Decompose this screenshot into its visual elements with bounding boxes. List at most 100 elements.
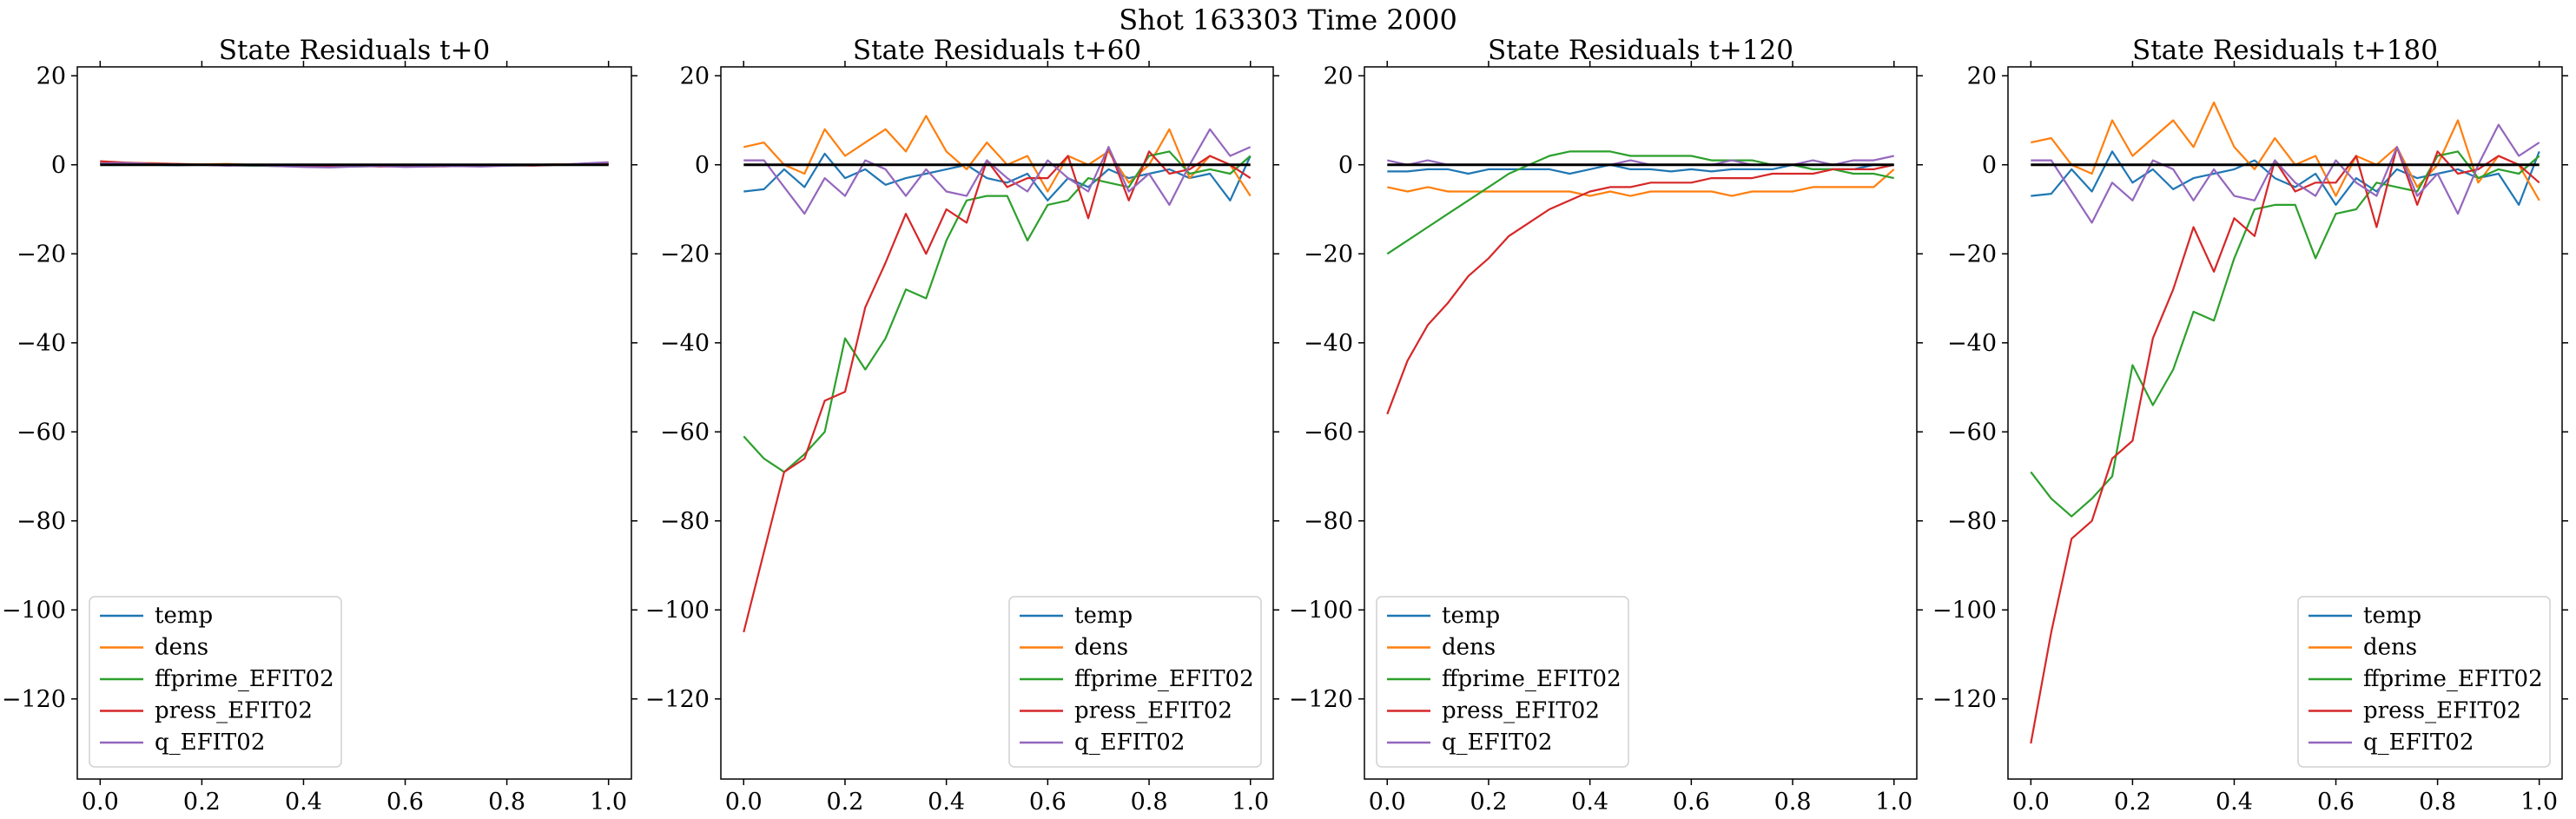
legend-box [89, 596, 342, 768]
series-group [1386, 150, 1895, 415]
axes-frame [720, 66, 1274, 780]
legend-label-q-efit02: q_EFIT02 [1074, 730, 1185, 756]
y-tick-label: −120 [645, 686, 710, 713]
x-tick-label: 0.2 [2114, 789, 2151, 816]
panel-title: State Residuals t+0 [219, 35, 490, 66]
y-tick-label: −80 [1304, 508, 1353, 535]
x-tick-label: 0.6 [1673, 789, 1710, 816]
y-tick-label: −120 [2, 686, 66, 713]
y-tick-label: −40 [17, 330, 66, 357]
series-line-ffprime-efit02 [2030, 150, 2540, 518]
legend-label-press-efit02: press_EFIT02 [1074, 698, 1232, 724]
panel-title: State Residuals t+180 [2132, 35, 2438, 66]
series-group [2030, 101, 2540, 744]
y-tick-label: −20 [1304, 241, 1353, 267]
panel-3: State Residuals t+120 0.0 0.2 0.4 0.6 0.8 1.0 2… [1289, 35, 1923, 816]
y-tick-label: −60 [1947, 419, 1997, 446]
x-tick-label: 0.6 [386, 789, 424, 816]
legend-label-ffprime-efit02: ffprime_EFIT02 [1074, 666, 1254, 692]
legend-box [1376, 596, 1629, 768]
y-tick-label: −100 [1289, 597, 1353, 624]
x-tick-label: 0.8 [1131, 789, 1168, 816]
y-tick-label: 20 [1967, 63, 1997, 89]
x-tick-label: 0.4 [928, 789, 965, 816]
y-tick-label: −80 [17, 508, 66, 535]
legend: temp dens ffprime_EFIT02 press_EFIT02 q_EFIT… [2297, 596, 2551, 768]
x-tick-label: 0.4 [1571, 789, 1608, 816]
x-tick-label: 1.0 [590, 789, 627, 816]
y-tick-label: −100 [645, 597, 710, 624]
y-tick-label: −20 [17, 241, 66, 267]
x-tick-label: 1.0 [1232, 789, 1269, 816]
y-tick-label: 0 [1982, 152, 1997, 179]
series-line-ffprime-efit02 [1386, 150, 1894, 255]
legend: temp dens ffprime_EFIT02 press_EFIT02 q_EFIT… [1376, 596, 1629, 768]
y-tick-label: 20 [680, 63, 710, 89]
legend: temp dens ffprime_EFIT02 press_EFIT02 q_EFIT… [1008, 596, 1262, 768]
x-tick-label: 0.2 [1470, 789, 1507, 816]
x-tick-label: 0.2 [826, 789, 863, 816]
axes-frame [2007, 66, 2563, 780]
legend-label-temp: temp [155, 603, 213, 629]
y-tick-label: −60 [1304, 419, 1353, 446]
y-tick-label: −100 [2, 597, 66, 624]
panel-1: State Residuals t+0 0.0 0.2 0.4 0.6 0.8 1.0 20 0… [2, 35, 637, 816]
y-tick-label: 0 [1338, 152, 1353, 179]
x-tick-label: 0.8 [1774, 789, 1812, 816]
panel-4: State Residuals t+180 0.0 0.2 0.4 0.6 0.8 1.0 2… [1932, 35, 2568, 816]
x-tick-label: 0.0 [2012, 789, 2050, 816]
legend-label-dens: dens [155, 635, 208, 661]
legend-label-temp: temp [1074, 603, 1133, 629]
x-tick-label: 1.0 [2520, 789, 2558, 816]
y-tick-label: −40 [1947, 330, 1997, 357]
y-tick-label: 0 [51, 152, 66, 179]
x-tick-label: 0.4 [285, 789, 322, 816]
y-tick-label: 20 [36, 63, 66, 89]
legend-box [2297, 596, 2551, 768]
x-tick-label: 0.4 [2216, 789, 2253, 816]
legend-label-ffprime-efit02: ffprime_EFIT02 [2363, 666, 2543, 692]
x-tick-label: 0.6 [2317, 789, 2355, 816]
legend-label-dens: dens [1074, 635, 1128, 661]
series-line-q-efit02 [743, 128, 1252, 215]
y-tick-label: 20 [1324, 63, 1353, 89]
legend: temp dens ffprime_EFIT02 press_EFIT02 q_EFIT… [89, 596, 342, 768]
y-tick-label: −80 [1947, 508, 1997, 535]
legend-label-ffprime-efit02: ffprime_EFIT02 [155, 666, 334, 692]
legend-label-dens: dens [1442, 635, 1496, 661]
series-line-q-efit02 [1387, 155, 1894, 166]
legend-label-ffprime-efit02: ffprime_EFIT02 [1442, 666, 1622, 692]
x-tick-label: 0.0 [82, 789, 119, 816]
series-group [743, 115, 1252, 633]
series-line-dens [743, 115, 1252, 197]
x-tick-label: 0.6 [1029, 789, 1067, 816]
series-line-ffprime-efit02 [743, 150, 1252, 473]
y-tick-label: −20 [660, 241, 710, 267]
legend-label-q-efit02: q_EFIT02 [1442, 730, 1552, 756]
series-line-dens [1387, 168, 1895, 197]
axes-frame [76, 66, 632, 780]
y-tick-label: 0 [695, 152, 710, 179]
y-tick-label: −100 [1932, 597, 1997, 624]
series-line-press-efit02 [743, 146, 1252, 633]
series-line-q-efit02 [2031, 123, 2540, 224]
y-tick-label: −20 [1947, 241, 1997, 267]
legend-label-q-efit02: q_EFIT02 [155, 730, 265, 756]
y-tick-label: −60 [660, 419, 710, 446]
y-tick-label: −60 [17, 419, 66, 446]
legend-box [1008, 596, 1262, 768]
y-tick-label: −40 [660, 330, 710, 357]
series-line-dens [2031, 101, 2540, 201]
y-tick-label: −40 [1304, 330, 1353, 357]
legend-label-temp: temp [2363, 603, 2421, 629]
panel-title: State Residuals t+60 [853, 35, 1141, 66]
y-tick-label: −80 [660, 508, 710, 535]
axes-frame [1364, 66, 1918, 780]
x-tick-label: 0.2 [183, 789, 221, 816]
legend-label-temp: temp [1442, 603, 1500, 629]
legend-label-press-efit02: press_EFIT02 [1442, 698, 1600, 724]
x-tick-label: 0.8 [2419, 789, 2456, 816]
panel-title: State Residuals t+120 [1488, 35, 1793, 66]
legend-label-q-efit02: q_EFIT02 [2363, 730, 2474, 756]
